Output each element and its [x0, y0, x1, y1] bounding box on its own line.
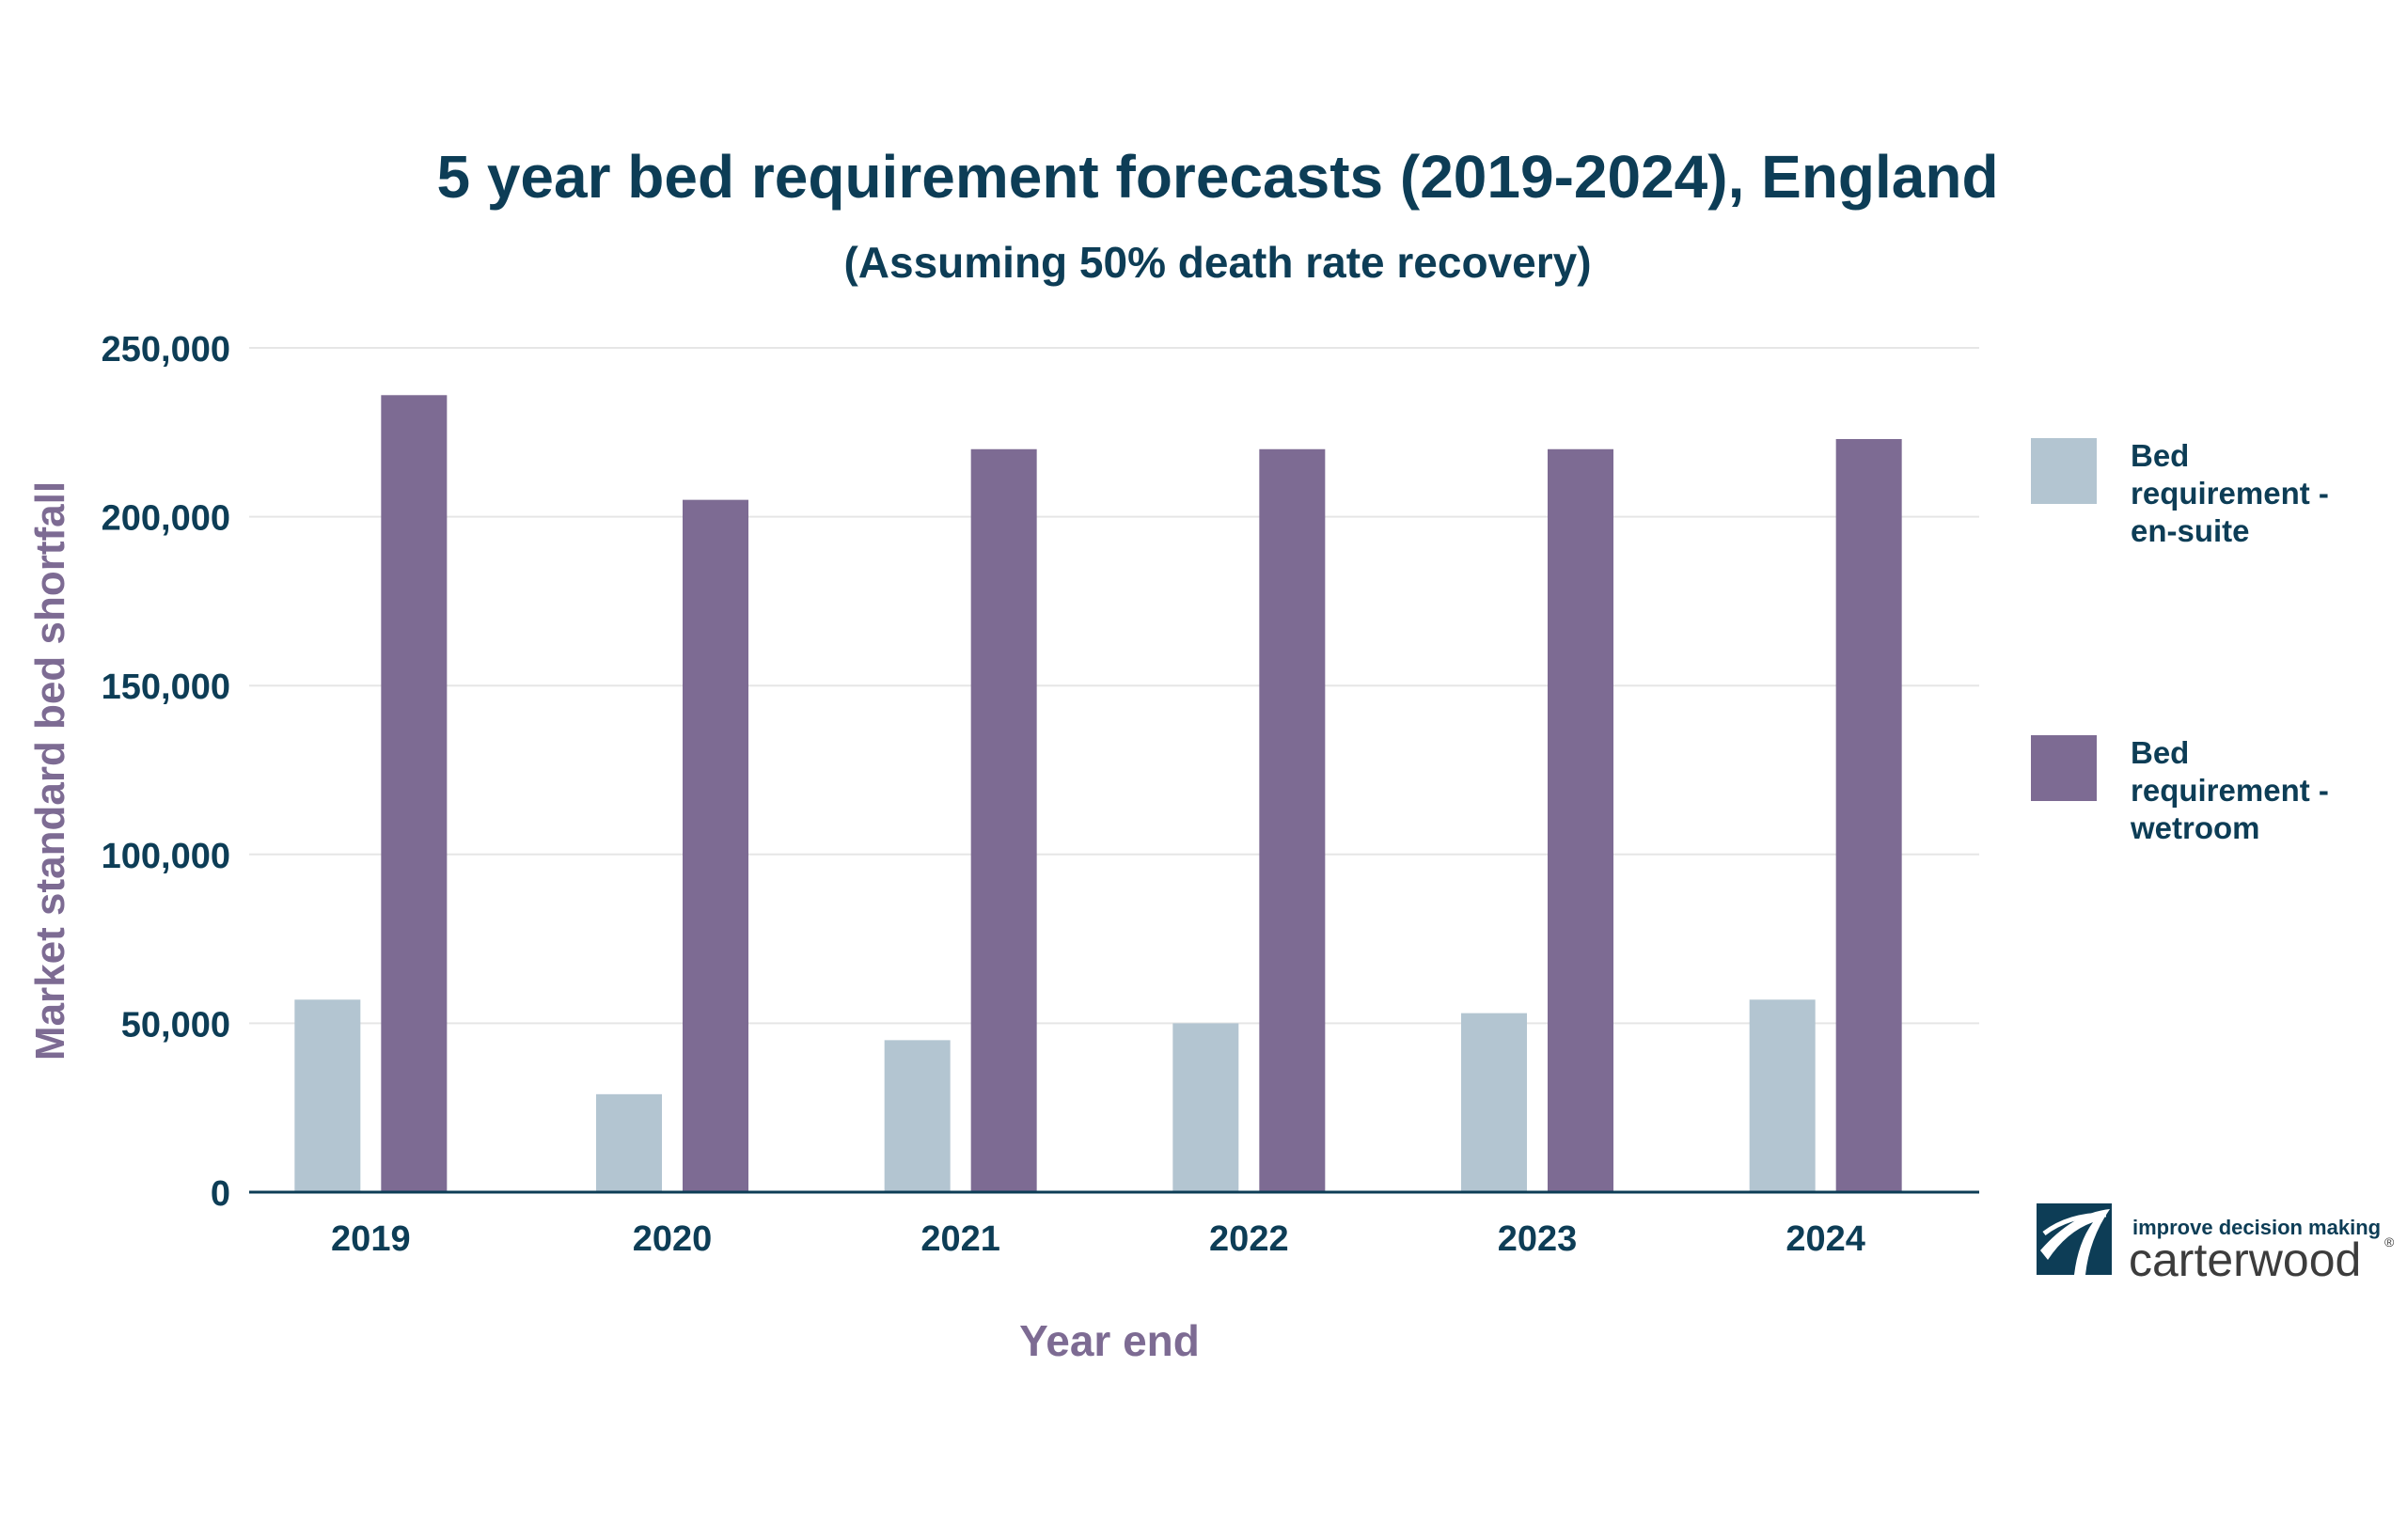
bars — [294, 395, 1902, 1193]
legend-label: Bed requirement -en-suite — [2131, 438, 2329, 548]
y-tick-label: 200,000 — [102, 499, 230, 539]
legend: Bed requirement -en-suite Bed requirement -… — [2031, 438, 2329, 845]
y-tick-label: 50,000 — [121, 1005, 230, 1045]
carterwood-logo: improve decision making carterwood ® — [2037, 1203, 2395, 1286]
logo-tagline: improve decision making — [2132, 1216, 2381, 1239]
x-tick-label: 2021 — [920, 1219, 1000, 1259]
bar-en-suite-2020 — [596, 1093, 662, 1192]
x-tick-labels: 2019 2020 2021 2022 2023 2024 — [331, 1219, 1865, 1259]
bar-en-suite-2023 — [1461, 1013, 1527, 1192]
logo-name: carterwood — [2129, 1234, 2361, 1286]
y-tick-label: 0 — [211, 1174, 230, 1214]
bar-wetroom-2022 — [1259, 448, 1326, 1192]
bar-wetroom-2020 — [683, 499, 748, 1192]
bar-wetroom-2019 — [381, 395, 448, 1193]
bar-en-suite-2024 — [1749, 999, 1816, 1192]
logo-swoosh-icon — [2040, 1209, 2110, 1275]
legend-swatch — [2031, 438, 2097, 504]
gridlines — [249, 347, 1979, 1025]
bar-wetroom-2021 — [970, 448, 1037, 1192]
x-tick-label: 2022 — [1209, 1219, 1289, 1259]
x-tick-label: 2019 — [331, 1219, 411, 1259]
logo-swoosh-stroke-icon — [2042, 1212, 2107, 1236]
x-tick-label: 2024 — [1786, 1219, 1865, 1259]
y-tick-label: 100,000 — [102, 837, 230, 876]
bar-wetroom-2024 — [1835, 438, 1902, 1192]
bar-en-suite-2021 — [884, 1040, 951, 1192]
y-tick-label: 150,000 — [102, 668, 230, 707]
x-axis-label: Year end — [1019, 1316, 1200, 1365]
logo-registered-mark: ® — [2384, 1234, 2395, 1249]
bar-en-suite-2019 — [294, 999, 361, 1192]
y-axis-label: Market standard bed shortfall — [27, 481, 73, 1061]
y-tick-label: 250,000 — [102, 330, 230, 369]
bar-wetroom-2023 — [1548, 448, 1613, 1192]
y-tick-labels: 0 50,000 100,000 150,000 200,000 250,000 — [102, 330, 230, 1214]
bar-en-suite-2022 — [1172, 1023, 1239, 1192]
chart-title: 5 year bed requirement forecasts (2019-2… — [436, 143, 1998, 211]
x-tick-label: 2020 — [633, 1219, 713, 1259]
legend-swatch — [2031, 735, 2097, 801]
chart-subtitle: (Assuming 50% death rate recovery) — [843, 238, 1591, 287]
x-tick-label: 2023 — [1498, 1219, 1578, 1259]
legend-label: Bed requirement -wetroom — [2130, 735, 2329, 845]
